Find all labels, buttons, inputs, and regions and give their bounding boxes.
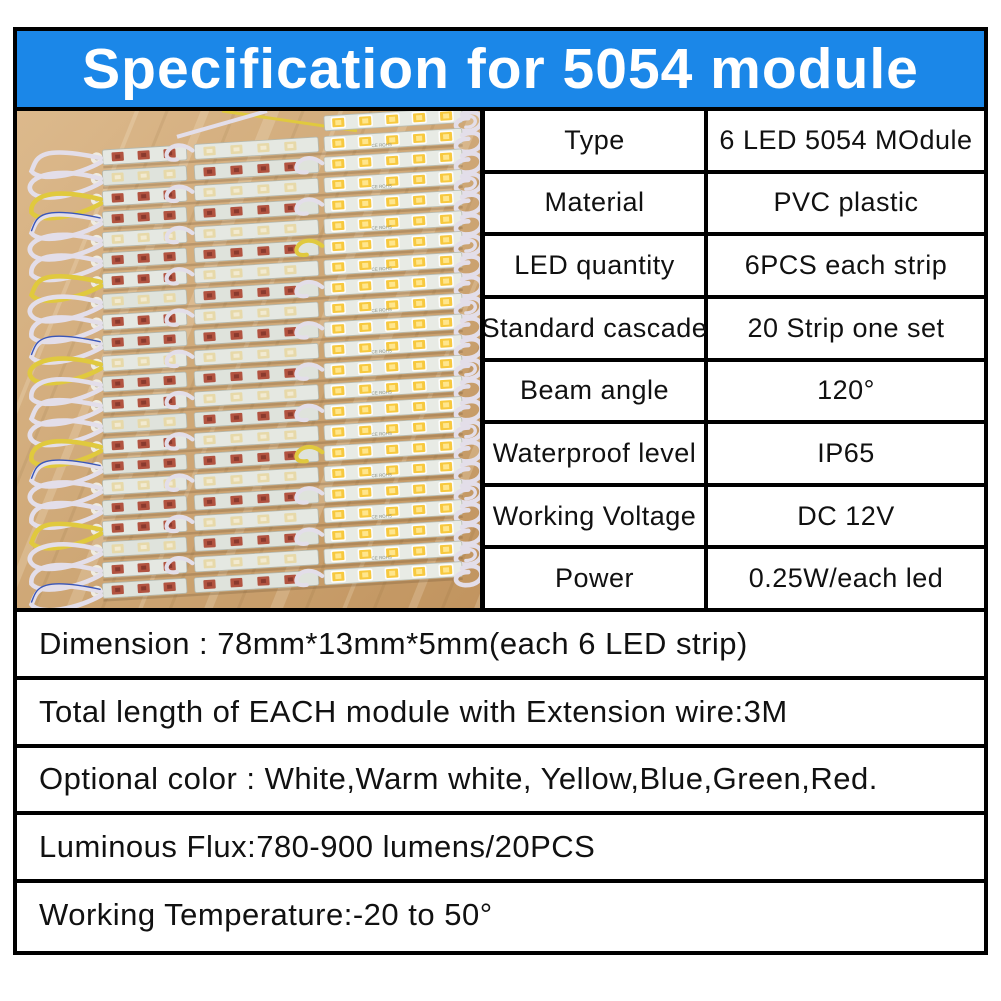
spec-row-led-quantity: LED quantity 6PCS each strip [485,236,984,299]
spec-value: DC 12V [797,500,895,531]
detail-row-working-temperature: Working Temperature:-20 to 50° [39,897,493,933]
spec-sheet-frame: Specification for 5054 module CE ROHS CE … [13,27,988,955]
spec-label: LED quantity [485,236,708,295]
svg-text:CE ROHS: CE ROHS [371,472,392,478]
page-title: Specification for 5054 module [82,37,919,101]
svg-text:CE ROHS: CE ROHS [371,142,392,148]
spec-label: Material [485,173,708,233]
detail-row-optional-color: Optional color : White,Warm white, Yello… [17,748,984,816]
detail-row-luminous-flux: Luminous Flux:780-900 lumens/20PCS [17,815,984,884]
svg-text:CE ROHS: CE ROHS [371,431,392,437]
spec-row-material: Material PVC plastic [485,173,984,237]
spec-value: 20 Strip one set [747,312,945,343]
detail-row-total-length: Total length of EACH module with Extensi… [17,680,984,748]
spec-label: Type [485,111,708,170]
svg-text:CE ROHS: CE ROHS [371,513,392,519]
svg-text:CE ROHS: CE ROHS [371,266,392,272]
spec-row-waterproof-level: Waterproof level IP65 [485,424,984,487]
spec-value: 0.25W/each led [748,563,944,594]
spec-row-standard-cascade: Standard cascade 20 Strip one set [482,298,984,362]
spec-label: Working Voltage [485,486,708,546]
spec-value: 6 LED 5054 MOdule [719,124,973,155]
spec-row-power: Power 0.25W/each led [485,549,984,608]
spec-row-type: Type 6 LED 5054 MOdule [485,111,984,174]
detail-row-dimension: Dimension : 78mm*13mm*5mm(each 6 LED str… [17,612,984,680]
spec-value: 6PCS each strip [744,250,948,281]
detail-rows: Dimension : 78mm*13mm*5mm(each 6 LED str… [17,612,984,947]
svg-text:CE ROHS: CE ROHS [371,390,392,396]
spec-value: 120° [817,375,875,406]
spec-table: Type 6 LED 5054 MOdule Material PVC plas… [482,111,984,608]
svg-text:CE ROHS: CE ROHS [371,224,392,230]
svg-text:CE ROHS: CE ROHS [371,555,392,561]
spec-label: Waterproof level [485,424,708,483]
spec-value: PVC plastic [773,187,919,218]
product-photo-illustration: CE ROHS CE ROHS CE ROHS CE ROHS CE ROHS CE RO… [17,111,480,608]
svg-text:CE ROHS: CE ROHS [371,307,392,313]
spec-row-working-voltage: Working Voltage DC 12V [485,486,984,550]
spec-label: Power [485,549,708,608]
svg-text:CE ROHS: CE ROHS [371,183,392,189]
spec-row-beam-angle: Beam angle 120° [485,361,984,425]
product-photo: CE ROHS CE ROHS CE ROHS CE ROHS CE ROHS CE RO… [17,111,485,608]
spec-value: IP65 [817,437,875,468]
middle-section: CE ROHS CE ROHS CE ROHS CE ROHS CE ROHS CE RO… [17,111,984,612]
header-bar: Specification for 5054 module [17,31,984,111]
spec-label: Standard cascade [482,298,708,358]
spec-label: Beam angle [485,361,708,421]
svg-text:CE ROHS: CE ROHS [371,348,392,354]
